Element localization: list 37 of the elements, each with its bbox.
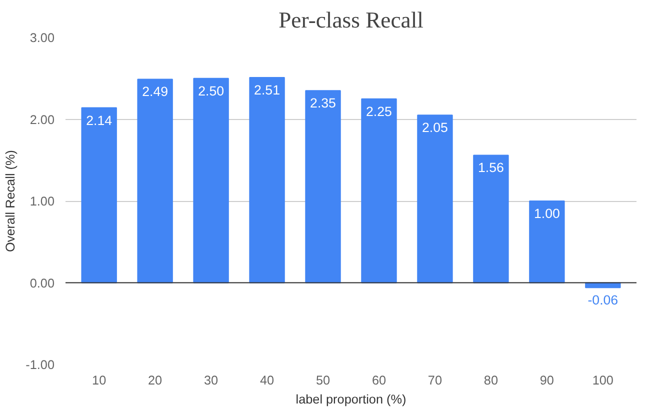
data-label: 2.50: [198, 83, 224, 98]
y-tick-label: -1.00: [26, 358, 55, 372]
data-label: 1.56: [478, 160, 504, 176]
y-axis-title: Overall Recall (%): [4, 150, 18, 252]
x-tick-label: 60: [372, 374, 386, 388]
data-label: 2.05: [422, 120, 448, 136]
y-tick-label: 2.00: [30, 112, 55, 127]
x-tick-label: 80: [484, 374, 498, 388]
bar: [249, 77, 285, 284]
x-tick-label: 30: [204, 374, 218, 388]
bar: [81, 107, 117, 284]
x-tick-label: 40: [260, 374, 274, 388]
bar: [529, 200, 565, 284]
y-tick-label: 1.00: [30, 194, 55, 208]
y-tick-label: 0.00: [30, 276, 55, 290]
data-label: 2.14: [86, 112, 113, 128]
x-tick-label: 90: [540, 374, 554, 388]
x-tick-label: 70: [428, 374, 442, 388]
y-tick-label: 3.00: [30, 31, 55, 45]
data-label: 2.51: [254, 82, 280, 98]
chart-title: Per-class Recall: [278, 8, 424, 32]
data-label: 2.35: [310, 96, 336, 111]
x-tick-label: 100: [592, 374, 614, 388]
x-tick-label: 20: [148, 374, 162, 388]
bar: [473, 154, 509, 284]
data-label: 2.49: [142, 84, 168, 100]
bar: [137, 78, 173, 284]
bar: [361, 98, 397, 284]
bar: [305, 90, 341, 284]
x-tick-label: 10: [92, 374, 106, 388]
bar: [193, 78, 229, 284]
data-label: 1.00: [534, 206, 560, 221]
x-axis-title: label proportion (%): [296, 392, 406, 406]
x-tick-label: 50: [316, 374, 330, 388]
bar: [417, 114, 453, 284]
data-label: -0.06: [588, 292, 618, 308]
data-label: 2.25: [366, 104, 392, 119]
